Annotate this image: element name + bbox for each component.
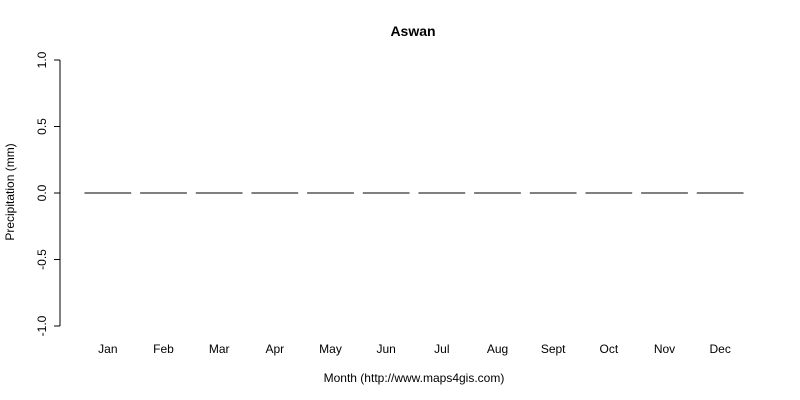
y-tick-label: -1.0 (35, 315, 49, 336)
y-tick-label: 0.5 (35, 118, 49, 135)
y-axis-title: Precipitation (mm) (3, 143, 17, 240)
x-tick-label-aug: Aug (487, 342, 508, 356)
x-tick-label-jan: Jan (98, 342, 117, 356)
x-tick-label-jul: Jul (434, 342, 449, 356)
x-tick-label-dec: Dec (709, 342, 730, 356)
x-tick-label-feb: Feb (153, 342, 174, 356)
x-tick-label-apr: Apr (265, 342, 284, 356)
y-tick-label: 1.0 (35, 51, 49, 68)
x-tick-labels: Jan Feb Mar Apr May Jun Jul Aug Sept Oct Nov Dec (98, 342, 731, 356)
chart-title: Aswan (390, 23, 435, 39)
y-tick-label: 0.0 (35, 184, 49, 201)
x-tick-label-mar: Mar (209, 342, 230, 356)
x-tick-label-jun: Jun (376, 342, 395, 356)
x-tick-label-oct: Oct (599, 342, 618, 356)
y-axis: -1.0 -0.5 0.0 0.5 1.0 (35, 51, 61, 336)
x-axis-title: Month (http://www.maps4gis.com) (324, 371, 505, 385)
x-tick-label-nov: Nov (654, 342, 675, 356)
x-tick-label-sept: Sept (541, 342, 566, 356)
y-tick-label: -0.5 (35, 249, 49, 270)
x-tick-label-may: May (319, 342, 342, 356)
